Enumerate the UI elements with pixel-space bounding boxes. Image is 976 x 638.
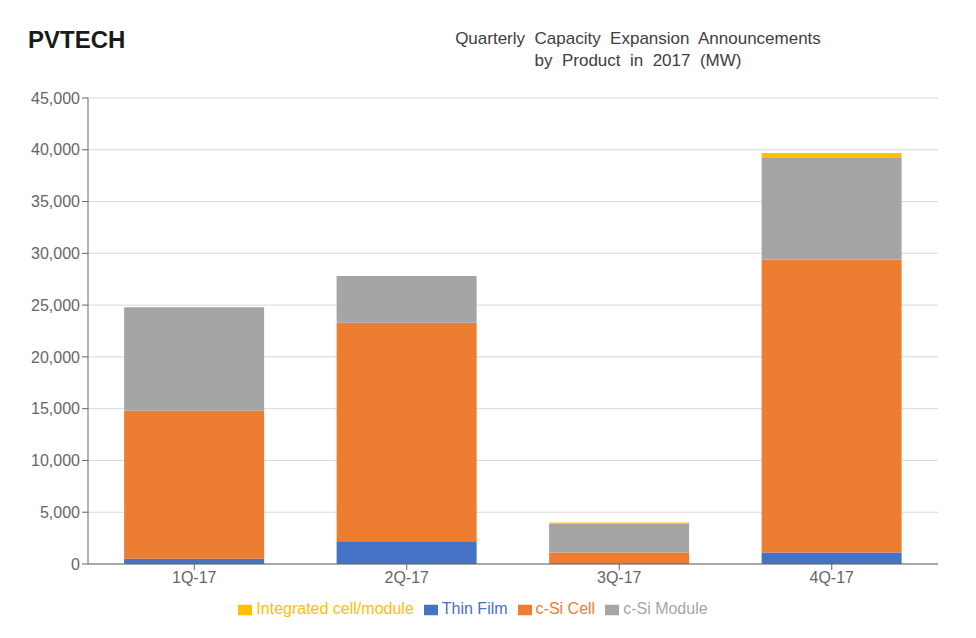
html-text:Thin Film: Thin Film <box>441 600 508 617</box>
svg-text:4Q-17: 4Q-17 <box>810 569 855 586</box>
svg-text:35,000: 35,000 <box>31 193 80 210</box>
svg-text:10,000: 10,000 <box>31 452 80 469</box>
svg-text:45,000: 45,000 <box>31 90 80 107</box>
html-text:Integrated cell/module: Integrated cell/module <box>256 600 414 617</box>
svg-text:1Q-17: 1Q-17 <box>172 569 217 586</box>
html-text:Quarterly Capacity Expansion A: Quarterly Capacity Expansion Announcemen… <box>455 29 821 48</box>
svg-text:3Q-17: 3Q-17 <box>597 569 642 586</box>
html-text:PVTECH: PVTECH <box>28 26 126 53</box>
html-text:by Product in 2017 (MW): by Product in 2017 (MW) <box>534 51 742 70</box>
svg-text:30,000: 30,000 <box>31 245 80 262</box>
svg-text:20,000: 20,000 <box>31 349 80 366</box>
svg-text:25,000: 25,000 <box>31 297 80 314</box>
svg-text:15,000: 15,000 <box>31 400 80 417</box>
html-text:c-Si Cell: c-Si Cell <box>535 600 596 617</box>
svg-text:2Q-17: 2Q-17 <box>385 569 430 586</box>
svg-text:0: 0 <box>71 556 80 573</box>
html-text:c-Si Module: c-Si Module <box>623 600 708 617</box>
svg-text:5,000: 5,000 <box>40 504 80 521</box>
svg-text:40,000: 40,000 <box>31 141 80 158</box>
